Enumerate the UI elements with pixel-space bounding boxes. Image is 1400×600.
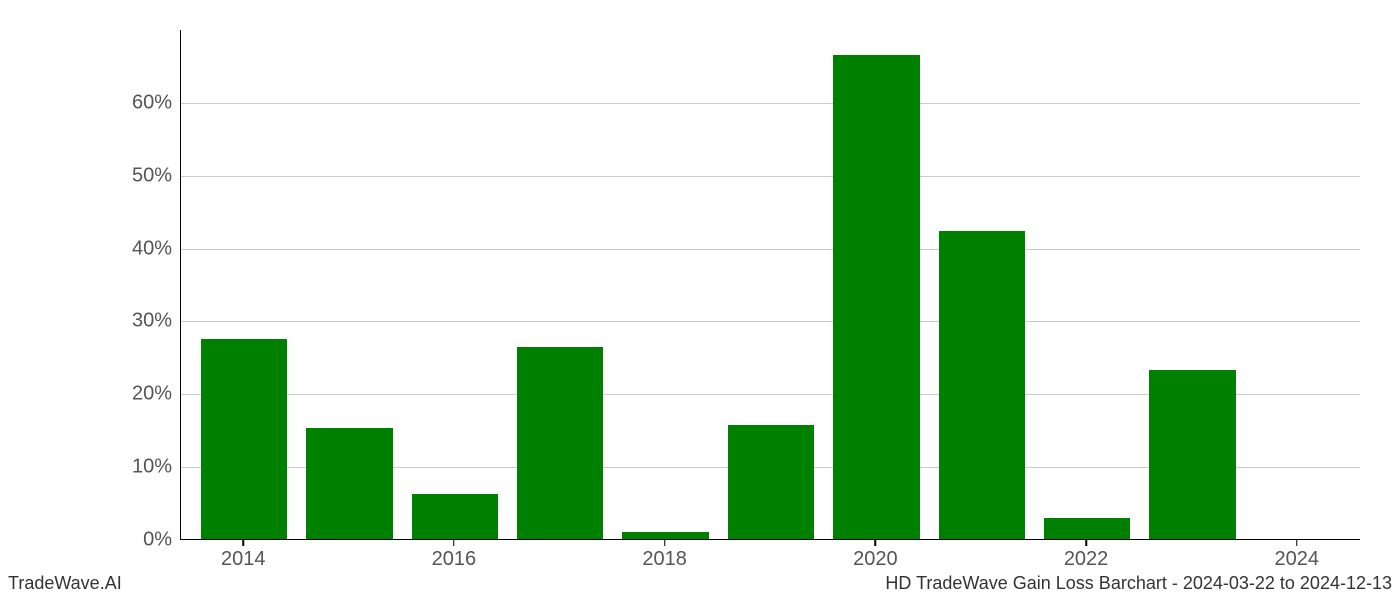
bar [1149, 370, 1235, 539]
x-tick-label: 2024 [1275, 548, 1320, 571]
bar [1044, 518, 1130, 539]
plot-area [180, 30, 1360, 540]
x-tick-label: 2022 [1064, 548, 1109, 571]
footer-caption: HD TradeWave Gain Loss Barchart - 2024-0… [885, 573, 1392, 594]
y-tick-label: 10% [132, 456, 172, 479]
bar [728, 425, 814, 539]
bar [622, 532, 708, 539]
gridline [181, 249, 1360, 250]
y-tick-label: 40% [132, 237, 172, 260]
x-tick-mark [1296, 540, 1298, 546]
x-tick-label: 2014 [221, 548, 266, 571]
x-tick-label: 2016 [432, 548, 477, 571]
bar [833, 55, 919, 540]
bar [201, 339, 287, 539]
x-tick-mark [875, 540, 877, 546]
chart-area [180, 30, 1360, 540]
bar [412, 494, 498, 539]
bar [306, 428, 392, 539]
bar [939, 231, 1025, 539]
y-tick-label: 60% [132, 91, 172, 114]
y-tick-label: 0% [143, 529, 172, 552]
x-tick-mark [453, 540, 455, 546]
x-tick-mark [242, 540, 244, 546]
y-tick-label: 20% [132, 383, 172, 406]
x-tick-label: 2020 [853, 548, 898, 571]
gridline [181, 103, 1360, 104]
gridline [181, 321, 1360, 322]
x-tick-label: 2018 [642, 548, 687, 571]
y-tick-label: 30% [132, 310, 172, 333]
x-tick-mark [1085, 540, 1087, 546]
x-tick-mark [664, 540, 666, 546]
y-tick-label: 50% [132, 164, 172, 187]
footer-brand: TradeWave.AI [8, 573, 122, 594]
gridline [181, 176, 1360, 177]
bar [517, 347, 603, 539]
